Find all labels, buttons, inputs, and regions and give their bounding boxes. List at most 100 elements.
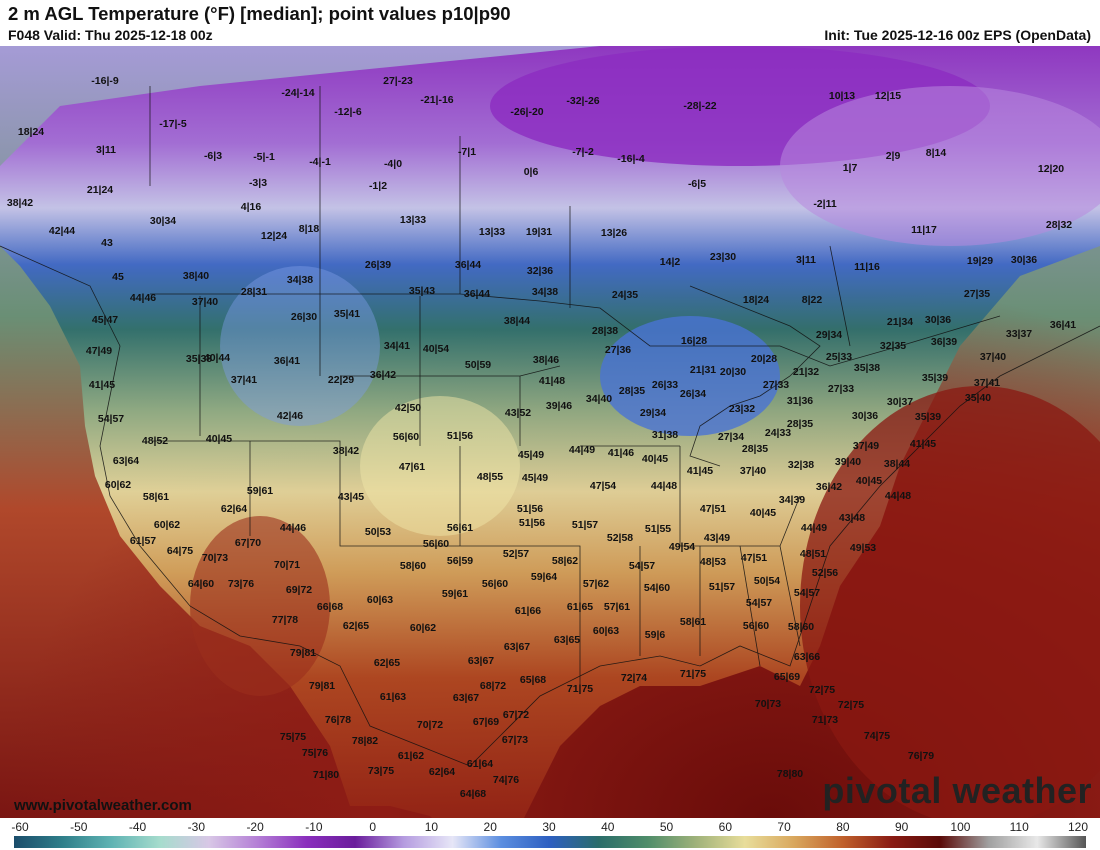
point-value-label: 54|57 <box>97 412 125 425</box>
point-value-label: 70|72 <box>416 718 444 731</box>
point-value-label: 32|35 <box>879 339 907 352</box>
point-value-label: 38|42 <box>332 444 360 457</box>
point-value-label: 26|30 <box>290 310 318 323</box>
point-value-label: 50|54 <box>753 574 781 587</box>
point-value-label: 2|9 <box>885 149 901 162</box>
point-value-label: 47|49 <box>85 344 113 357</box>
point-value-label: 71|75 <box>566 682 594 695</box>
point-value-label: 20|30 <box>719 365 747 378</box>
point-value-label: 43|49 <box>703 531 731 544</box>
point-value-label: 56|60 <box>422 537 450 550</box>
point-value-label: 48|55 <box>476 470 504 483</box>
colorbar-tick: 110 <box>1009 820 1029 834</box>
point-value-label: 67|73 <box>501 733 529 746</box>
point-value-label: 58|61 <box>142 490 170 503</box>
point-value-label: 40|45 <box>205 432 233 445</box>
point-value-label: 36|44 <box>454 258 482 271</box>
point-value-label: 35|38 <box>185 352 213 365</box>
point-value-label: 52|57 <box>502 547 530 560</box>
point-value-label: 61|57 <box>129 534 157 547</box>
site-url[interactable]: www.pivotalweather.com <box>14 797 192 814</box>
point-value-label: -17|-5 <box>159 117 187 130</box>
point-value-label: 31|38 <box>651 428 679 441</box>
point-value-label: 60|62 <box>153 518 181 531</box>
point-value-label: -3|3 <box>248 176 268 189</box>
point-value-label: 51|56 <box>516 502 544 515</box>
point-value-label: 35|41 <box>333 307 361 320</box>
point-value-label: 78|82 <box>351 734 379 747</box>
point-value-label: 16|28 <box>680 334 708 347</box>
point-value-label: 68|72 <box>479 679 507 692</box>
point-value-label: 37|40 <box>739 464 767 477</box>
point-value-label: 36|42 <box>369 368 397 381</box>
point-value-label: 37|40 <box>191 295 219 308</box>
point-value-label: 13|33 <box>399 213 427 226</box>
point-value-label: 59|61 <box>441 587 469 600</box>
temperature-map[interactable]: -16|-9 -24|-14 27|-23 -21|-16 -32|-26 -28|-22… <box>0 46 1100 818</box>
point-value-label: 37|40 <box>979 350 1007 363</box>
point-value-label: 36|41 <box>273 354 301 367</box>
point-value-label: 74|76 <box>492 773 520 786</box>
colorbar-tick: 80 <box>836 820 850 834</box>
point-value-label: 64|60 <box>187 577 215 590</box>
colorbar-tick: 50 <box>659 820 674 834</box>
colorbar-tick: 10 <box>424 820 439 834</box>
point-value-label: 47|51 <box>740 551 768 564</box>
point-value-label: 19|29 <box>966 254 994 267</box>
point-value-label: 56|59 <box>446 554 474 567</box>
colorbar-legend: -60 -50 -40 -30 -20 -10 0 10 20 30 40 50 60 70 80 90 100… <box>0 818 1100 850</box>
point-value-label: 58|62 <box>551 554 579 567</box>
point-value-label: 58|60 <box>787 620 815 633</box>
point-value-label: 21|31 <box>689 363 717 376</box>
point-value-label: 65|68 <box>519 673 547 686</box>
point-value-label: -32|-26 <box>566 94 600 107</box>
point-value-label: 60|62 <box>409 621 437 634</box>
point-value-label: 30|34 <box>149 214 177 227</box>
point-value-label: 60|62 <box>104 478 132 491</box>
valid-time-label: F048 Valid: Thu 2025-12-18 00z <box>8 27 213 43</box>
point-value-label: -2|11 <box>813 197 837 210</box>
point-value-label: 59|6 <box>644 628 666 641</box>
point-value-label: 14|2 <box>659 255 681 268</box>
point-value-label: 79|81 <box>289 646 317 659</box>
point-value-label: 62|64 <box>220 502 248 515</box>
colorbar-tick: 40 <box>601 820 615 834</box>
point-value-label: 22|29 <box>327 373 355 386</box>
point-value-label: 34|39 <box>778 493 806 506</box>
point-value-label: 47|51 <box>699 502 727 515</box>
colorbar-tick: 100 <box>950 820 971 834</box>
point-value-label: -16|-4 <box>617 152 645 165</box>
point-value-label: 36|41 <box>1049 318 1077 331</box>
colorbar-tick: 30 <box>542 820 556 834</box>
point-value-label: 61|63 <box>379 690 407 703</box>
point-value-label: 43 <box>101 236 113 249</box>
point-value-label: 44|49 <box>568 443 596 456</box>
point-value-label: 38|46 <box>532 353 560 366</box>
point-value-label: -6|3 <box>203 149 223 162</box>
point-value-label: 69|72 <box>285 583 313 596</box>
header-bar: 2 m AGL Temperature (°F) [median]; point… <box>0 0 1100 46</box>
point-value-label: 45|47 <box>91 313 119 326</box>
point-value-label: 8|22 <box>801 293 823 306</box>
point-value-label: 31|36 <box>786 394 814 407</box>
point-value-label: 70|71 <box>273 558 301 571</box>
point-value-label: 26|33 <box>651 378 679 391</box>
point-value-label: 51|56 <box>446 429 474 442</box>
point-value-label: 27|-23 <box>383 74 413 87</box>
point-value-label: 37|41 <box>973 376 1001 389</box>
point-value-label: 78|80 <box>776 767 804 780</box>
point-value-label: 36|42 <box>815 480 843 493</box>
point-value-label: 34|38 <box>286 273 314 286</box>
point-value-label: 42|46 <box>276 409 304 422</box>
point-value-label: -4|0 <box>383 157 403 170</box>
point-value-label: 56|60 <box>742 619 770 632</box>
point-value-label: -7|-2 <box>572 145 594 158</box>
point-value-label: 32|36 <box>526 264 554 277</box>
point-value-label: -12|-6 <box>334 105 362 118</box>
point-value-label: 3|11 <box>796 253 816 266</box>
point-value-label: 63|67 <box>503 640 531 653</box>
point-value-label: 40|45 <box>749 506 777 519</box>
point-value-label: 29|34 <box>639 406 667 419</box>
point-value-label: 72|75 <box>837 698 865 711</box>
point-value-label: 3|11 <box>96 143 116 156</box>
